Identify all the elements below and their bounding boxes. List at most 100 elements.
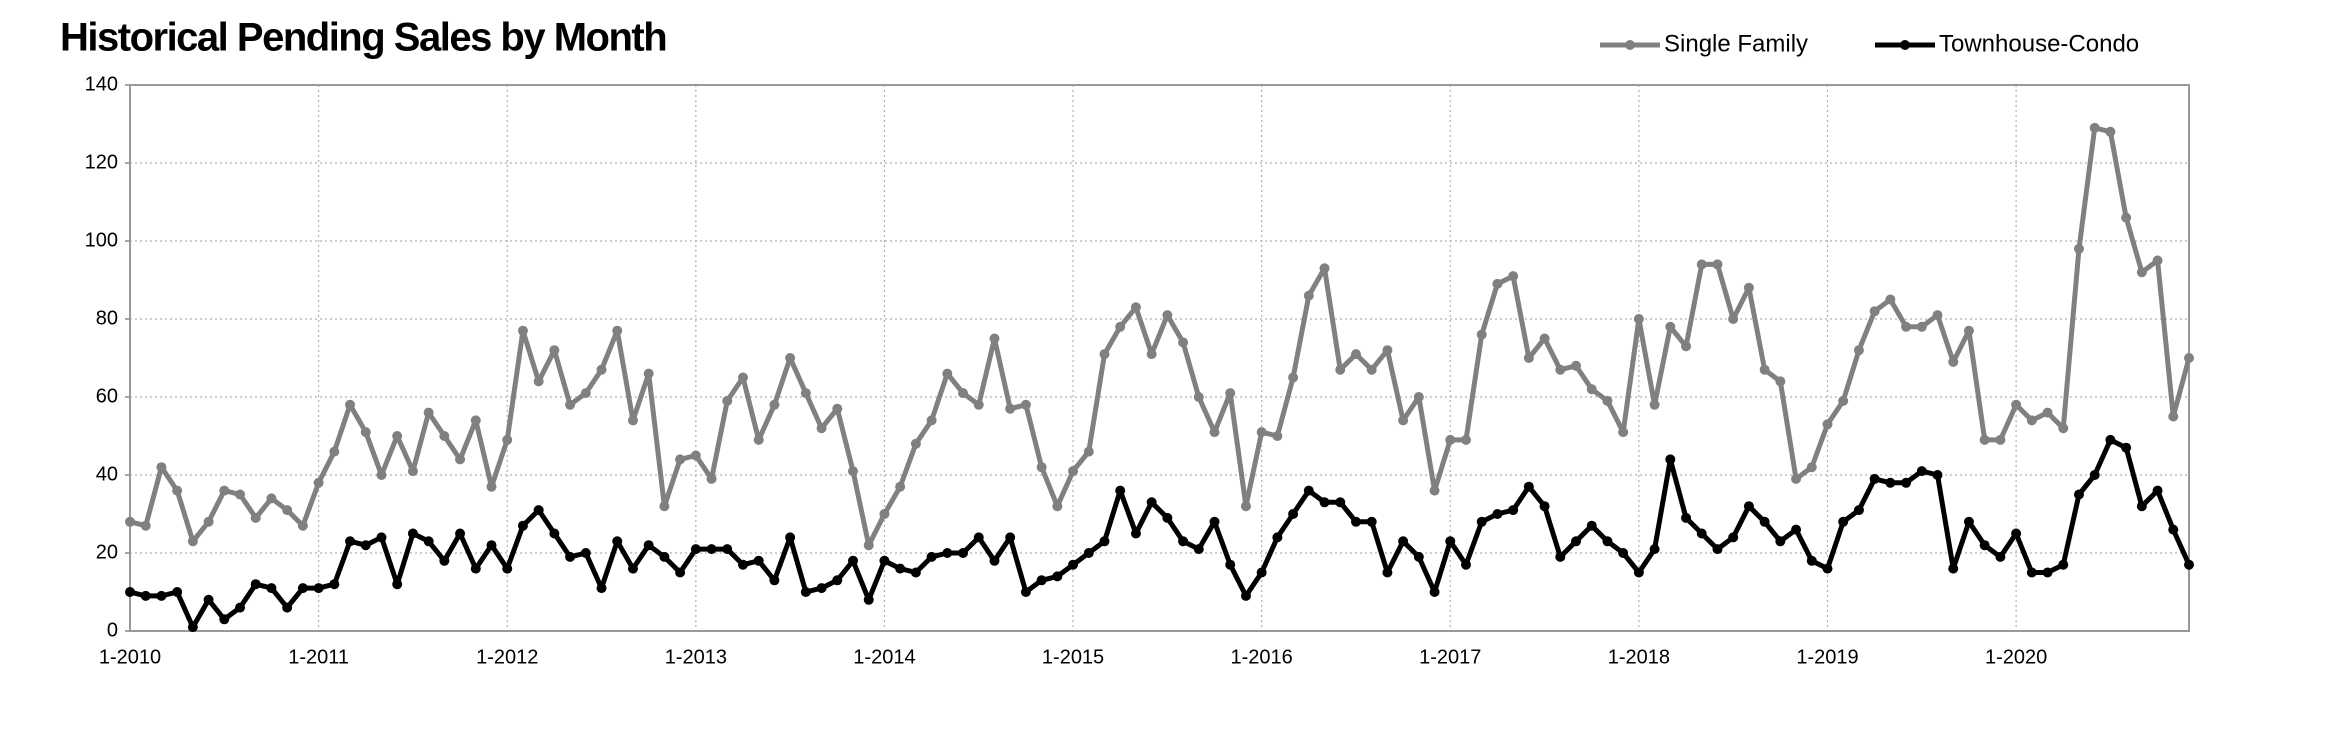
- data-point: [879, 555, 890, 566]
- data-point: [1932, 470, 1943, 480]
- data-point: [1869, 306, 1880, 317]
- data-point: [1791, 524, 1802, 535]
- data-point: [958, 388, 969, 399]
- data-point: [1398, 415, 1409, 426]
- data-point: [1209, 516, 1220, 527]
- x-tick-label: 1-2020: [1985, 646, 2047, 668]
- data-point: [1963, 516, 1974, 527]
- data-point: [1460, 559, 1471, 570]
- data-point: [517, 520, 528, 531]
- data-point: [785, 353, 796, 363]
- data-point: [910, 567, 921, 578]
- data-point: [1822, 563, 1833, 574]
- data-point: [769, 575, 780, 586]
- data-point: [1586, 520, 1597, 531]
- data-point: [2011, 399, 2022, 410]
- data-point: [659, 501, 670, 512]
- data-point: [125, 587, 135, 597]
- data-point: [1099, 349, 1110, 360]
- data-point: [2042, 567, 2053, 578]
- data-point: [1885, 294, 1896, 305]
- data-point: [297, 520, 308, 531]
- data-point: [486, 540, 497, 551]
- data-point: [1162, 512, 1173, 523]
- data-point: [266, 493, 277, 504]
- data-point: [1681, 341, 1692, 352]
- data-point: [313, 583, 324, 594]
- data-point: [1728, 314, 1739, 324]
- y-tick-label: 100: [85, 229, 118, 251]
- data-point: [565, 551, 576, 562]
- data-point: [1838, 516, 1849, 527]
- data-point: [1885, 477, 1896, 488]
- data-point: [848, 555, 859, 566]
- chart-title: Historical Pending Sales by Month: [60, 16, 666, 60]
- data-point: [706, 544, 717, 555]
- data-point: [407, 528, 418, 539]
- data-point: [2042, 407, 2053, 418]
- data-point: [2136, 267, 2147, 278]
- data-point: [345, 536, 356, 547]
- data-point: [1146, 497, 1157, 508]
- legend-label: Townhouse-Condo: [1939, 30, 2139, 57]
- x-tick-label: 1-2014: [853, 646, 915, 668]
- data-point: [627, 563, 638, 574]
- data-point: [486, 481, 497, 492]
- data-point: [219, 614, 230, 625]
- data-point: [1712, 544, 1723, 555]
- x-tick-label: 1-2015: [1042, 646, 1104, 668]
- y-tick-label: 20: [96, 541, 118, 563]
- data-point: [1413, 551, 1424, 562]
- data-point: [1303, 290, 1314, 301]
- data-point: [1178, 536, 1189, 547]
- data-point: [737, 559, 748, 570]
- data-point: [1162, 310, 1173, 321]
- data-point: [1130, 528, 1141, 539]
- data-point: [502, 434, 513, 445]
- data-point: [1445, 434, 1456, 445]
- data-point: [2073, 489, 2084, 500]
- data-point: [2152, 255, 2163, 266]
- data-point: [172, 587, 183, 597]
- data-point: [800, 587, 811, 597]
- data-point: [879, 509, 890, 519]
- x-tick-label: 1-2010: [99, 646, 161, 668]
- data-point: [1948, 356, 1959, 367]
- data-point: [1382, 345, 1393, 356]
- data-point: [863, 540, 874, 551]
- data-point: [2184, 353, 2194, 363]
- data-point: [1193, 392, 1204, 402]
- data-point: [1036, 575, 1047, 586]
- x-tick-label: 1-2017: [1419, 646, 1481, 668]
- data-point: [1429, 587, 1440, 597]
- data-point: [470, 415, 481, 426]
- data-point: [1272, 431, 1283, 441]
- legend-label: Single Family: [1664, 30, 1808, 57]
- data-point: [1916, 466, 1927, 477]
- data-point: [392, 579, 403, 590]
- data-point: [1649, 399, 1660, 410]
- data-point: [1932, 310, 1943, 321]
- data-point: [1539, 333, 1550, 344]
- data-point: [407, 466, 418, 477]
- data-point: [1995, 434, 2006, 445]
- data-point: [1413, 392, 1424, 402]
- data-point: [958, 548, 969, 558]
- data-point: [643, 368, 654, 379]
- data-point: [1256, 427, 1267, 438]
- data-point: [1052, 571, 1063, 582]
- data-point: [973, 399, 984, 410]
- data-point: [1083, 446, 1094, 457]
- y-tick-label: 140: [85, 73, 118, 95]
- data-point: [1649, 544, 1660, 555]
- data-point: [1523, 481, 1534, 492]
- data-point: [942, 368, 953, 379]
- data-point: [942, 548, 953, 558]
- data-point: [235, 602, 246, 613]
- x-tick-label: 1-2011: [288, 646, 349, 668]
- data-point: [1759, 516, 1770, 527]
- data-point: [1476, 329, 1487, 340]
- data-point: [455, 454, 466, 465]
- data-point: [722, 544, 733, 555]
- data-point: [1099, 536, 1110, 547]
